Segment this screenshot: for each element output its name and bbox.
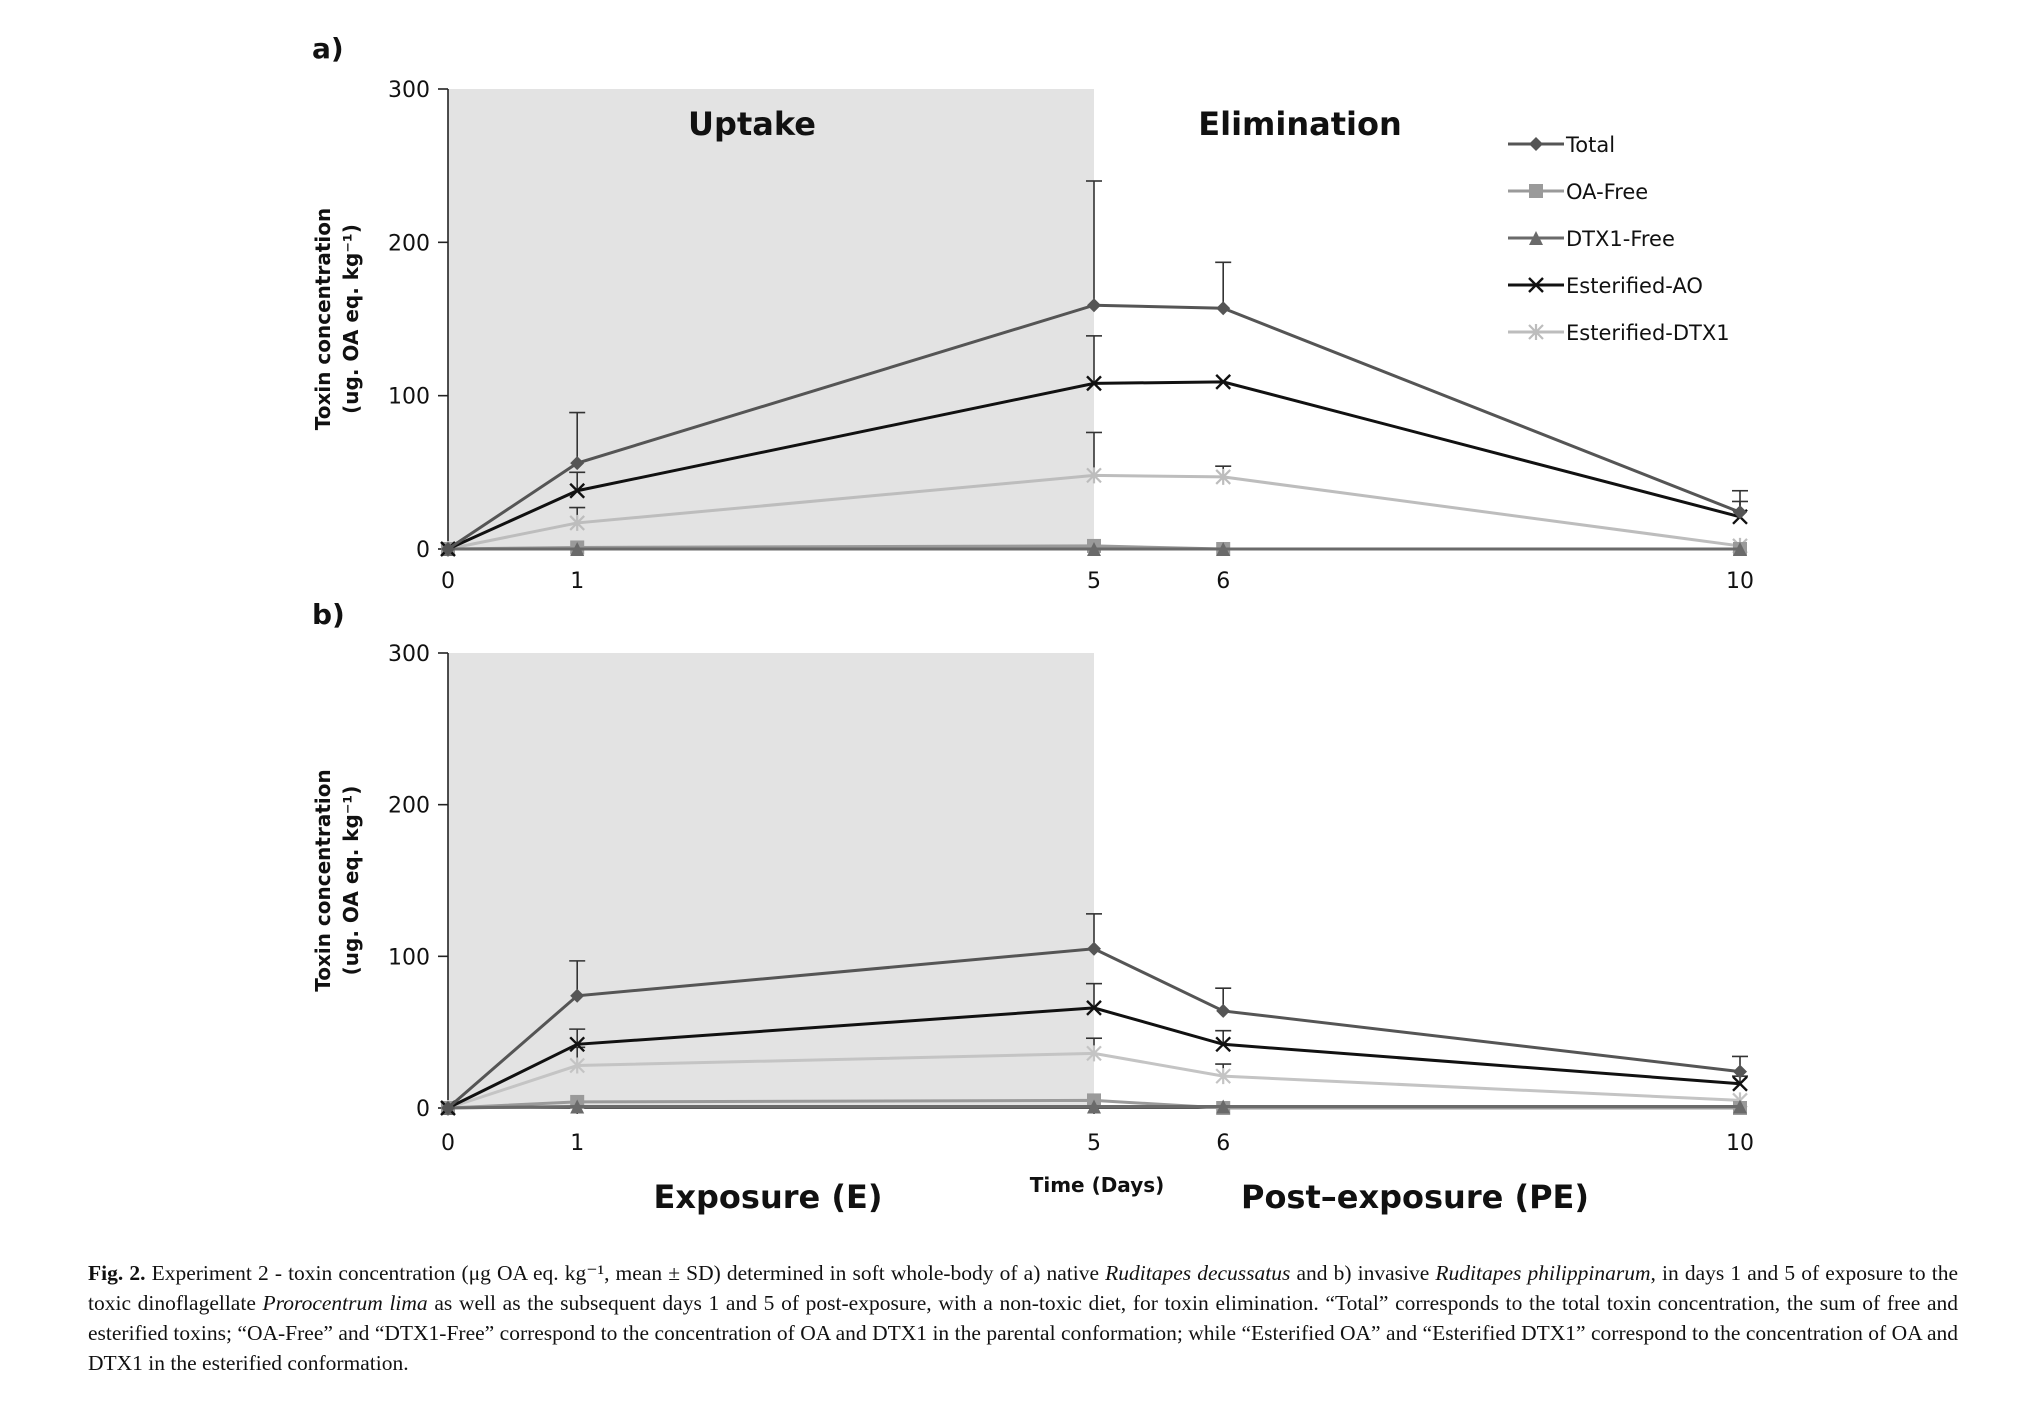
elimination-label: Elimination (1198, 105, 1402, 143)
data-point-esterified-ao (1086, 1000, 1102, 1016)
data-point-esterified-dtx1 (1215, 468, 1231, 485)
y-axis-unit-label: (ug. OA eq. kg⁻¹) (339, 786, 363, 976)
data-point-esterified-ao (1215, 374, 1232, 390)
y-axis-unit-label: (ug. OA eq. kg⁻¹) (339, 224, 363, 414)
y-tick-label: 100 (388, 385, 430, 410)
x-tick-label: 1 (570, 1131, 584, 1156)
data-point-total (1087, 941, 1101, 956)
legend: Total OA-Free DTX1-Free Esterified-AO Esteri… (1508, 133, 1730, 345)
data-point-esterified-ao (569, 482, 586, 499)
caption-label: Fig. 2. (88, 1261, 146, 1285)
legend-entry-total: Total (1565, 133, 1615, 157)
y-tick-label: 0 (416, 538, 430, 563)
series-esterified-ao (440, 335, 1748, 557)
data-point-esterified-ao (1086, 375, 1102, 392)
y-tick-label: 300 (388, 78, 430, 103)
data-point-total (570, 988, 585, 1003)
y-axis-label: Toxin concentration (311, 208, 335, 431)
data-point-esterified-ao (569, 1036, 586, 1053)
data-point-total (1733, 1064, 1747, 1079)
x-tick-label: 6 (1216, 1131, 1230, 1156)
data-point-dtx1-free (1216, 1099, 1231, 1114)
x-tick-label: 1 (570, 569, 584, 594)
legend-marker-oa-free (1529, 184, 1543, 198)
data-point-total (441, 1101, 455, 1115)
panel-label: a) (312, 32, 344, 65)
data-point-esterified-dtx1 (569, 514, 585, 531)
exposure-label: Exposure (E) (654, 1178, 883, 1216)
figure-caption: Fig. 2. Experiment 2 - toxin concentrati… (88, 1258, 1958, 1378)
data-point-total (570, 456, 585, 471)
data-point-dtx1-free (570, 542, 585, 556)
uptake-shaded-region (448, 89, 1094, 549)
x-tick-label: 0 (441, 1131, 455, 1156)
y-axis-label: Toxin concentration (311, 769, 335, 992)
y-tick-label: 200 (388, 231, 430, 256)
y-tick-label: 200 (388, 794, 430, 819)
data-point-total (1087, 298, 1101, 313)
panel-b: b) 0 100 200 300 0 1 5 6 10 Toxin concentration (ug… (311, 598, 1754, 1197)
series-esterified-dtx1 (440, 431, 1748, 557)
data-point-esterified-dtx1 (1086, 467, 1102, 484)
x-tick-label: 5 (1087, 1131, 1101, 1156)
data-point-dtx1-free (1733, 1099, 1747, 1114)
legend-entry-esterified-ao: Esterified-AO (1566, 274, 1703, 298)
legend-marker-esterified-ao (1528, 277, 1544, 293)
legend-entry-oa-free: OA-Free (1566, 180, 1648, 204)
data-point-esterified-dtx1 (569, 1057, 585, 1074)
series-total (441, 913, 1748, 1115)
data-point-esterified-dtx1 (1086, 1045, 1102, 1062)
series-dtx1-free (441, 542, 1747, 556)
data-point-total (1216, 301, 1231, 316)
uptake-shaded-region (448, 653, 1094, 1108)
data-point-total (1216, 1003, 1231, 1018)
x-tick-label: 6 (1216, 569, 1230, 594)
data-point-dtx1-free (1087, 542, 1101, 556)
caption-text: Experiment 2 - toxin concentration (μg O… (88, 1261, 1959, 1375)
x-tick-label: 10 (1726, 569, 1754, 594)
data-point-total (441, 542, 455, 556)
series-total (441, 180, 1748, 556)
data-point-dtx1-free (570, 1099, 585, 1114)
data-point-total (1733, 505, 1747, 520)
data-point-esterified-dtx1 (1215, 1068, 1231, 1085)
legend-marker-total (1529, 137, 1543, 151)
series-esterified-dtx1 (440, 1037, 1748, 1116)
x-tick-label: 5 (1087, 569, 1101, 594)
data-point-esterified-ao (1215, 1036, 1232, 1053)
legend-entry-dtx1-free: DTX1-Free (1566, 227, 1675, 251)
panel-a: a) 0 100 200 300 0 1 5 6 10 Toxin concentration (ug… (311, 32, 1754, 594)
y-tick-label: 0 (416, 1097, 430, 1122)
data-point-dtx1-free (1733, 542, 1747, 556)
legend-marker-dtx1-free (1529, 231, 1543, 245)
legend-entry-esterified-dtx1: Esterified-DTX1 (1566, 321, 1730, 345)
x-tick-label: 0 (441, 569, 455, 594)
data-point-dtx1-free (1087, 1099, 1101, 1114)
x-axis-label: Time (Days) (1030, 1173, 1165, 1197)
y-tick-label: 100 (388, 945, 430, 970)
data-point-dtx1-free (1216, 542, 1231, 556)
y-tick-label: 300 (388, 642, 430, 667)
panel-label: b) (312, 598, 345, 631)
data-point-esterified-ao (1732, 1075, 1748, 1092)
uptake-label: Uptake (688, 105, 816, 143)
legend-marker-esterified-dtx1 (1528, 324, 1544, 340)
post-exposure-label: Post–exposure (PE) (1241, 1178, 1589, 1216)
x-tick-label: 10 (1726, 1131, 1754, 1156)
